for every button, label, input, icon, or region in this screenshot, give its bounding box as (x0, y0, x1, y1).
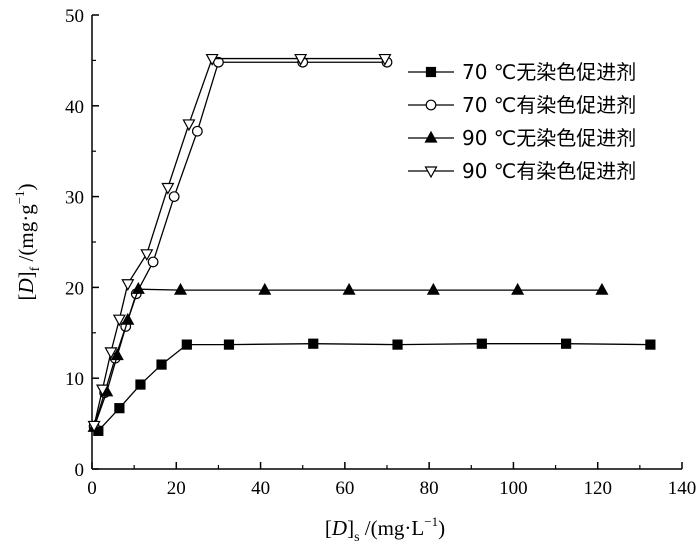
legend-marker (424, 130, 438, 143)
data-point (191, 125, 203, 137)
legend-item: 90 ℃无染色促进剂 (408, 126, 636, 150)
data-point (294, 53, 308, 66)
y-tick-label: 50 (65, 6, 84, 27)
data-point (173, 282, 188, 295)
series-0 (93, 338, 656, 436)
data-point (112, 314, 126, 327)
data-point (223, 339, 235, 350)
x-tick-label: 40 (251, 478, 270, 499)
data-point (121, 312, 135, 325)
axes: 0 20 40 60 80 100 120 140 0 10 20 30 40 50 (65, 6, 696, 499)
x-tick-label: 80 (420, 478, 439, 499)
y-tick-label: 40 (65, 97, 84, 118)
data-point (426, 282, 440, 295)
data-point (96, 384, 110, 397)
data-point (110, 348, 124, 361)
data-point (140, 249, 154, 262)
data-point (342, 282, 356, 295)
data-point (114, 403, 125, 414)
data-point (131, 281, 145, 294)
y-tick-label: 30 (65, 188, 84, 209)
legend-label: 90 ℃有染色促进剂 (462, 159, 636, 183)
legend-label: 70 ℃无染色促进剂 (462, 60, 636, 84)
legend-label: 90 ℃无染色促进剂 (462, 126, 636, 150)
data-point (104, 347, 118, 360)
data-point (392, 339, 403, 350)
legend-marker (424, 166, 438, 179)
x-tick-label: 0 (87, 478, 97, 499)
data-point (135, 379, 146, 390)
data-point (511, 282, 525, 295)
data-point (378, 53, 392, 66)
data-point (87, 420, 101, 433)
y-axis-title: [D]f /(mg·g−1) (12, 183, 43, 300)
data-point (182, 119, 196, 132)
data-point (595, 282, 609, 295)
legend-label: 70 ℃有染色促进剂 (462, 93, 636, 117)
data-point (645, 339, 656, 350)
legend-marker (425, 66, 437, 78)
series-line (93, 57, 385, 426)
legend-marker (425, 99, 437, 111)
data-point (147, 256, 159, 268)
series-line (93, 61, 387, 427)
data-point (258, 282, 272, 295)
x-tick-label: 120 (583, 478, 612, 499)
legend-item: 70 ℃无染色促进剂 (408, 60, 636, 84)
legend-item: 90 ℃有染色促进剂 (408, 159, 636, 183)
legend-item: 70 ℃有染色促进剂 (408, 93, 636, 117)
data-point (308, 338, 319, 349)
data-point (181, 339, 192, 350)
data-point (161, 182, 175, 195)
data-point (205, 53, 219, 66)
series-line (97, 343, 651, 432)
x-tick-label: 100 (499, 478, 528, 499)
x-tick-label: 140 (668, 478, 697, 499)
data-point (121, 279, 135, 292)
series-2 (87, 281, 609, 432)
y-tick-label: 0 (75, 460, 85, 481)
data-point (168, 191, 180, 203)
series-3 (87, 53, 392, 433)
legend: 70 ℃无染色促进剂 70 ℃有染色促进剂 90 ℃无染色促进剂 90 ℃有染色促进剂 (408, 60, 636, 183)
x-tick-label: 20 (167, 478, 186, 499)
y-tick-label: 20 (65, 278, 84, 299)
series-layer (87, 53, 656, 436)
x-axis-title: [D]s /(mg·L−1) (325, 514, 445, 545)
data-point (156, 359, 167, 370)
series-1 (88, 56, 393, 432)
y-tick-label: 10 (65, 369, 84, 390)
data-point (476, 338, 487, 349)
x-tick-label: 60 (335, 478, 354, 499)
data-point (561, 338, 572, 349)
